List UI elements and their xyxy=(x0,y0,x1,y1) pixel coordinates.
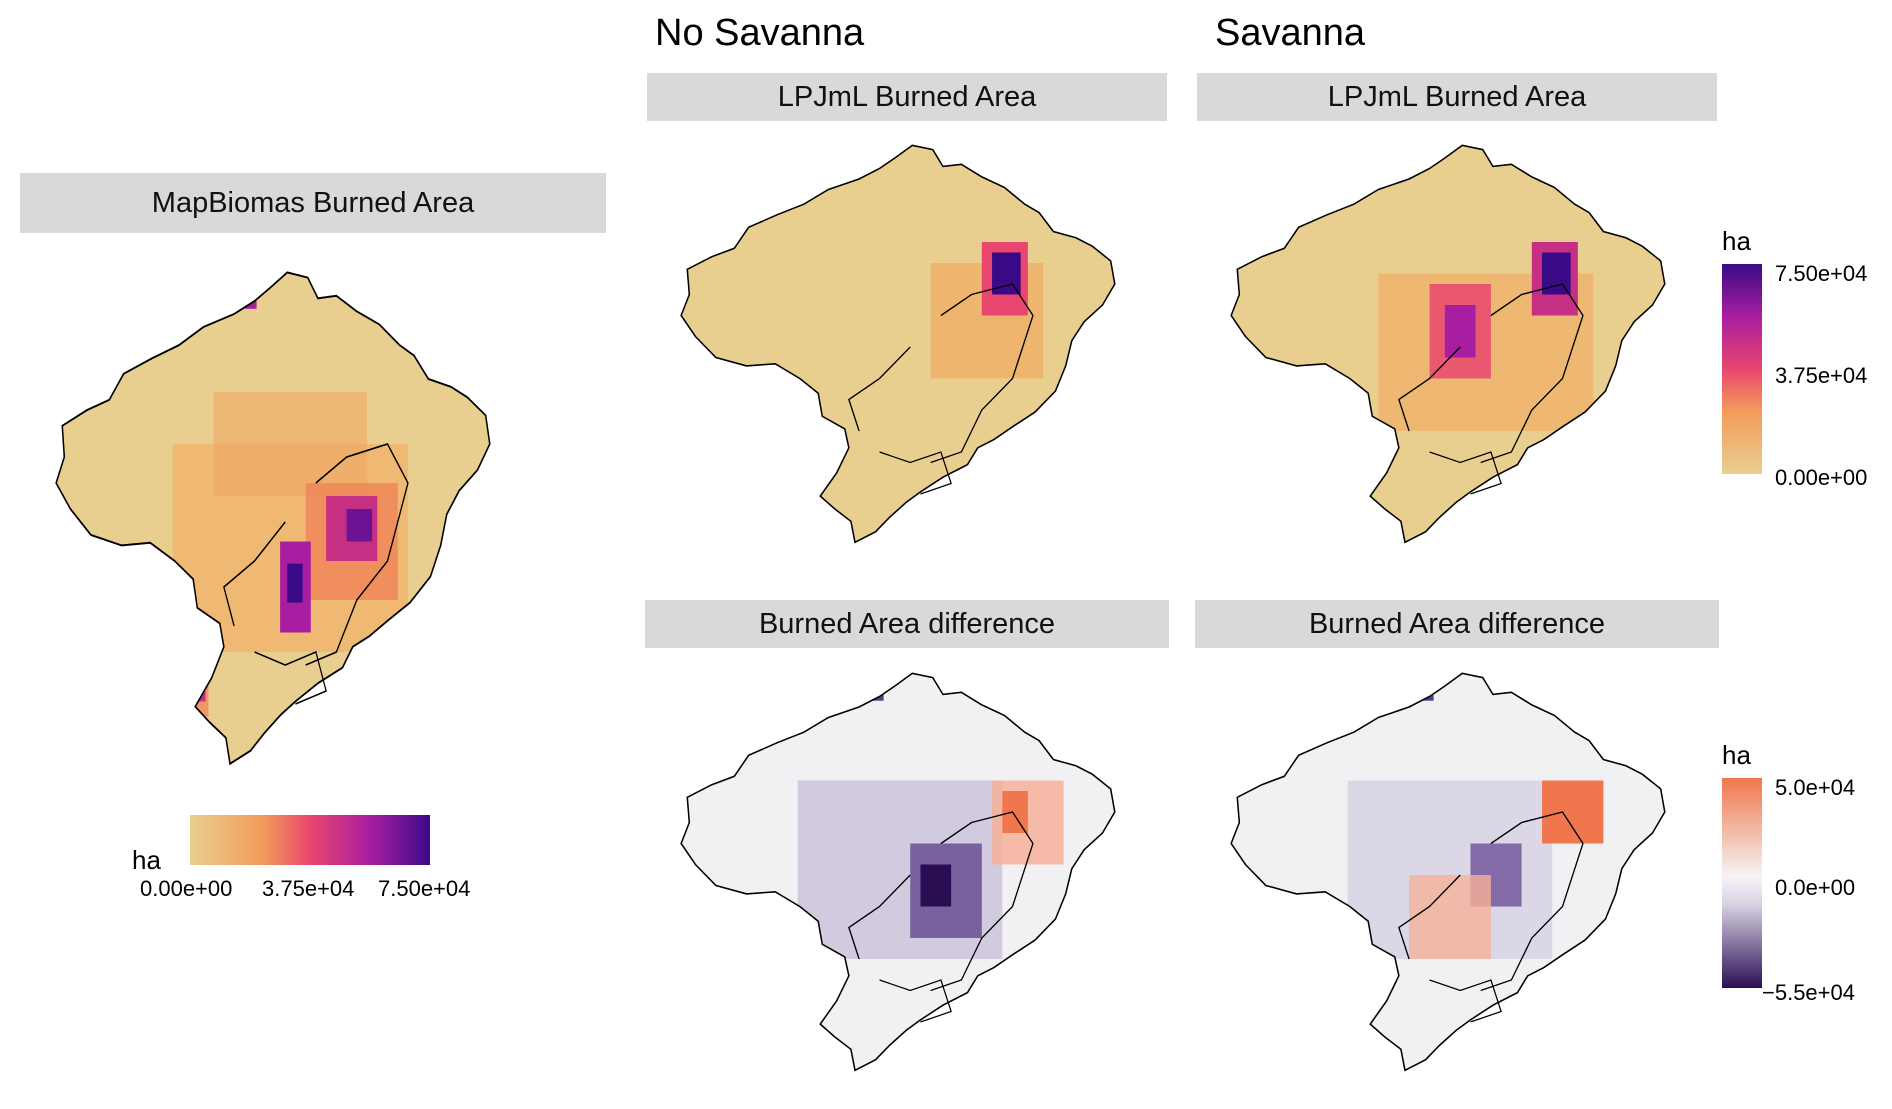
panel-title-mapbiomas: MapBiomas Burned Area xyxy=(151,186,475,219)
legend-burned-v-tick-0: 0.00e+00 xyxy=(1775,465,1868,490)
burn-patches xyxy=(1378,147,1594,431)
panel-strip-sav-diff: Burned Area difference xyxy=(1195,600,1719,648)
panel-strip-nosav-lpjml: LPJmL Burned Area xyxy=(647,73,1167,121)
legend-burned-tick-1: 3.75e+04 xyxy=(262,876,355,901)
map-sav-lpjml xyxy=(1230,144,1666,544)
map-mapbiomas xyxy=(55,271,491,765)
panel-title-nosav-diff: Burned Area difference xyxy=(758,607,1056,640)
legend-burned-tick-2: 7.50e+04 xyxy=(378,876,471,901)
burn-patches xyxy=(930,242,1044,379)
map-nosav-lpjml xyxy=(680,144,1116,544)
map-nosav-diff xyxy=(680,672,1116,1072)
legend-diff-tick-top: 5.0e+04 xyxy=(1775,775,1856,800)
legend-diff-tick-bottom: −5.5e+04 xyxy=(1762,980,1855,1005)
column-title-savanna: Savanna xyxy=(1215,12,1366,54)
map-sav-diff xyxy=(1230,672,1666,1072)
legend-diff-title: ha xyxy=(1722,740,1751,770)
legend-burned-title-vertical: ha xyxy=(1722,226,1751,256)
column-title-no-savanna: No Savanna xyxy=(655,12,865,54)
legend-diff-bar xyxy=(1722,778,1762,988)
panel-title-sav-diff: Burned Area difference xyxy=(1308,607,1606,640)
diff-patches xyxy=(1347,686,1604,959)
legend-diff-tick-mid: 0.0e+00 xyxy=(1775,875,1856,900)
legend-burned-v-tick-1: 3.75e+04 xyxy=(1775,363,1868,388)
legend-burned-tick-0: 0.00e+00 xyxy=(140,876,233,901)
panel-title-sav-lpjml: LPJmL Burned Area xyxy=(1327,80,1587,113)
panel-title-nosav-lpjml: LPJmL Burned Area xyxy=(777,80,1037,113)
panel-strip-mapbiomas: MapBiomas Burned Area xyxy=(20,173,606,233)
legend-burned-v-tick-2: 7.50e+04 xyxy=(1775,261,1868,286)
panel-strip-sav-lpjml: LPJmL Burned Area xyxy=(1197,73,1717,121)
legend-burned-bar-vertical xyxy=(1722,264,1762,474)
panel-strip-nosav-diff: Burned Area difference xyxy=(645,600,1169,648)
legend-burned-title-horizontal: ha xyxy=(132,845,161,875)
map-land xyxy=(681,145,1115,543)
legend-burned-bar-horizontal xyxy=(190,815,430,865)
diff-patches xyxy=(797,686,1064,959)
